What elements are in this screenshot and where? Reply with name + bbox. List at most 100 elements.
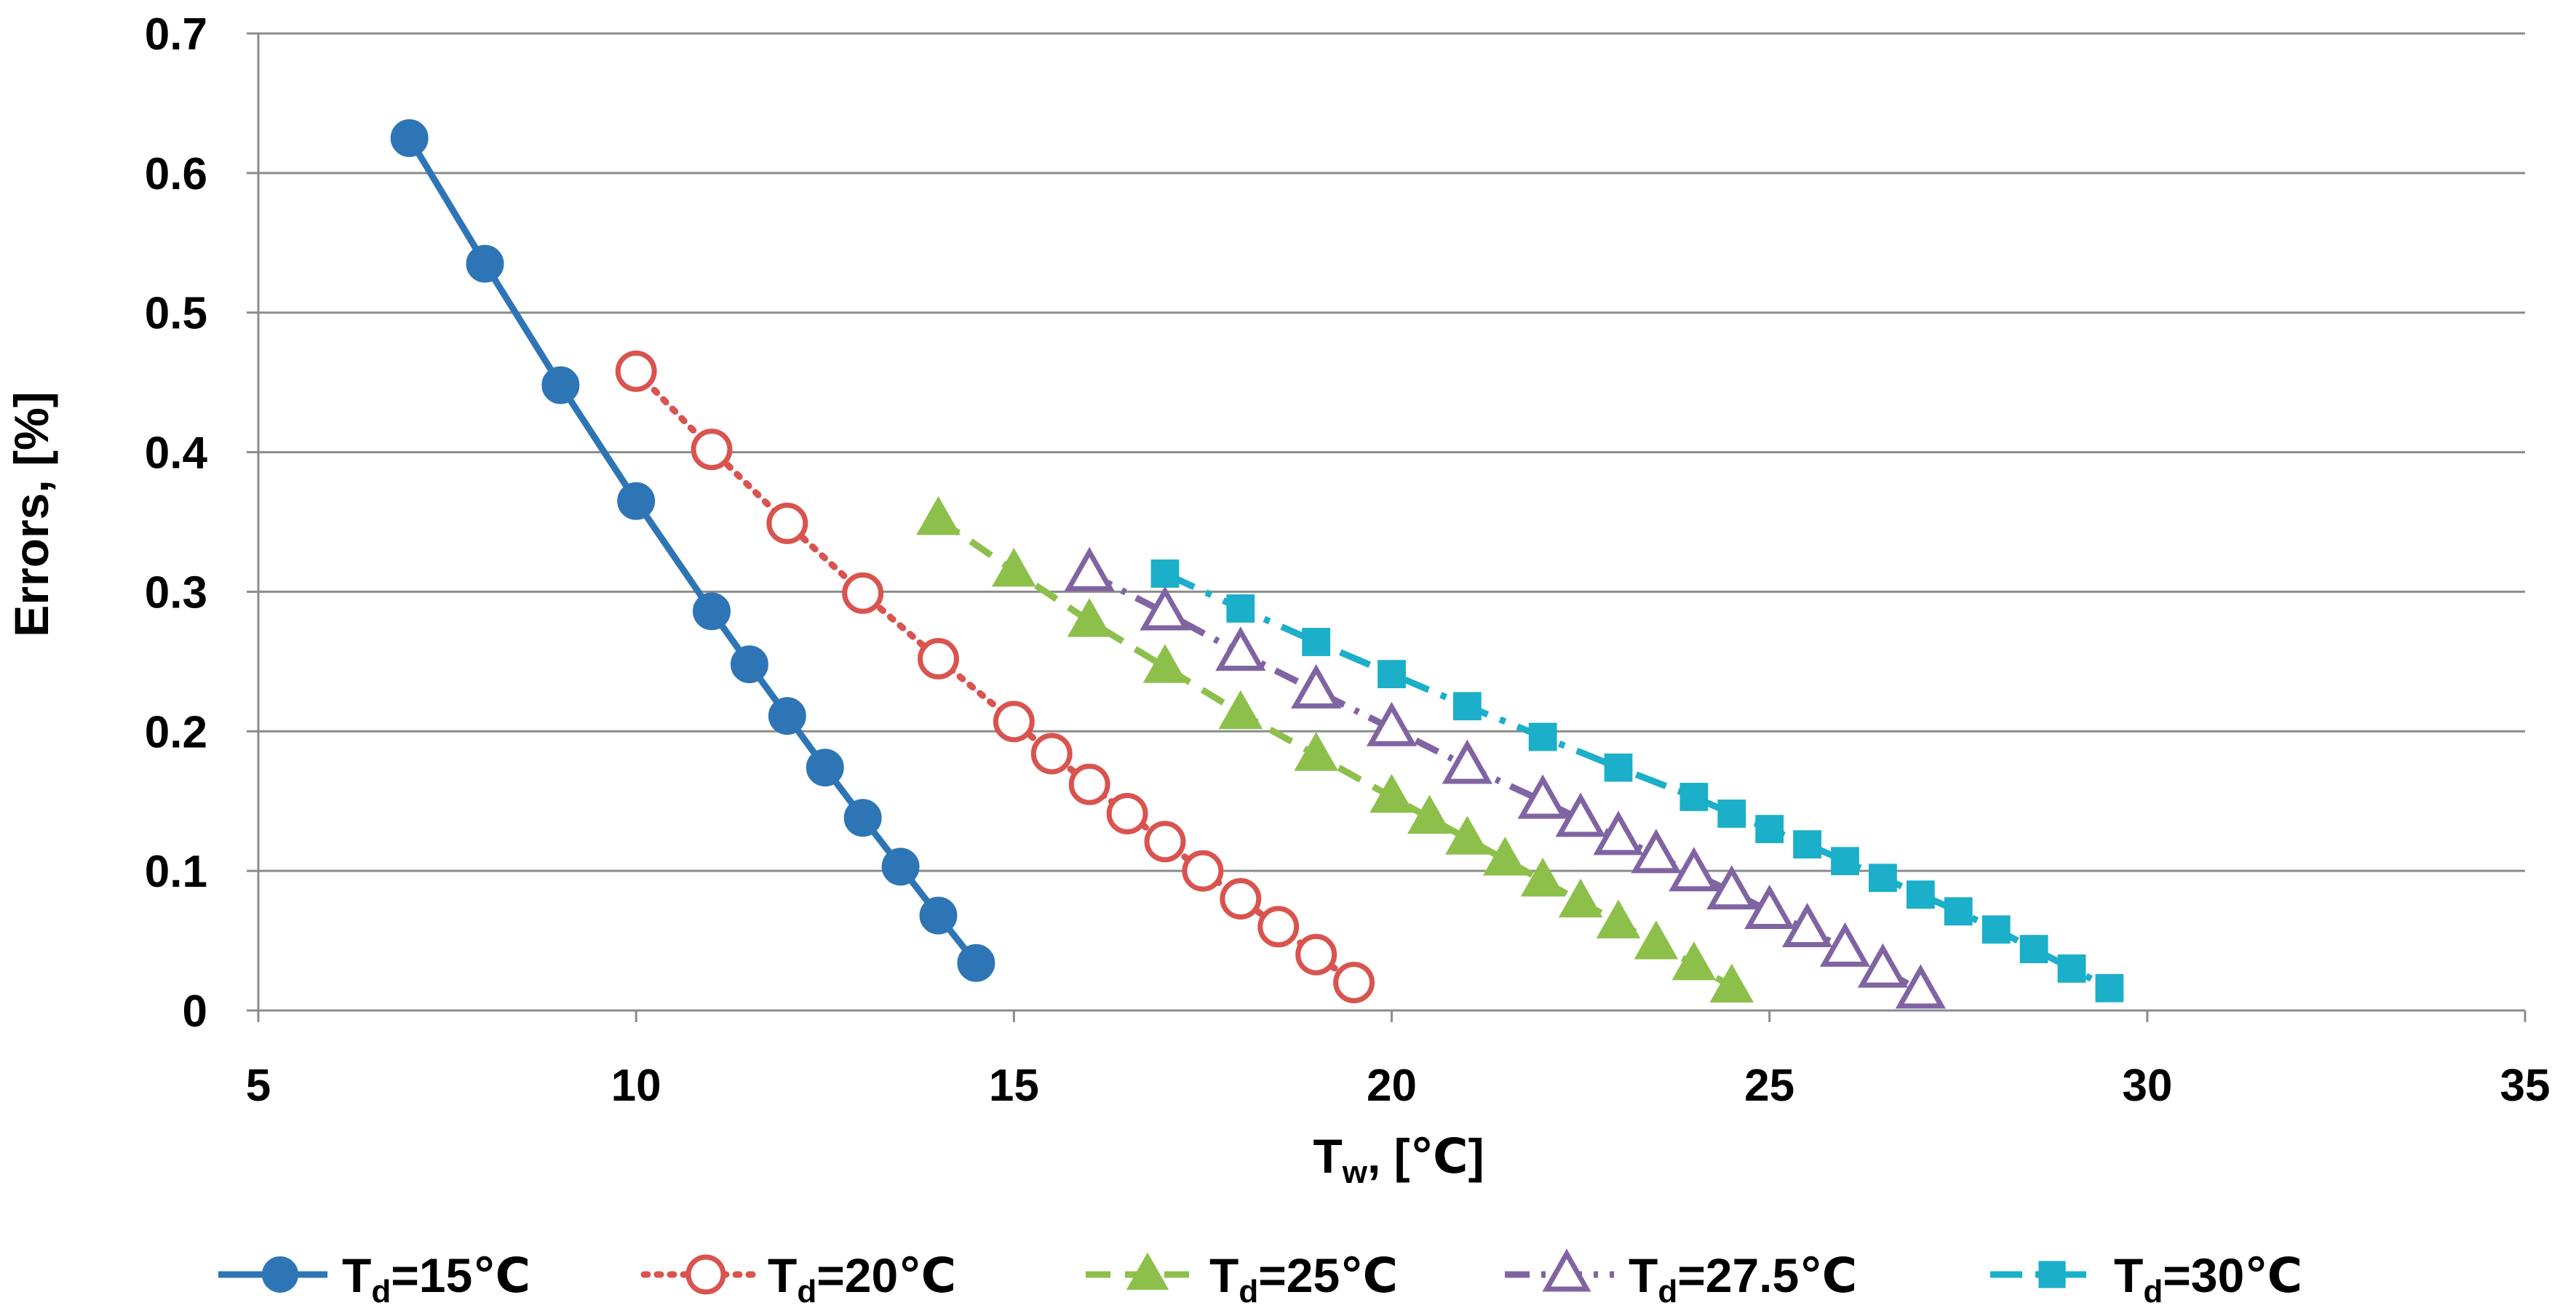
data-point: [1068, 763, 1110, 805]
legend-label-rest: =27.5℃: [1677, 1248, 1857, 1302]
legend-label-main: T: [1209, 1248, 1239, 1302]
legend-label-sub: d: [797, 1274, 816, 1309]
data-point: [1793, 830, 1821, 859]
series-1: [390, 119, 995, 982]
legend-label-sub: d: [1239, 1274, 1258, 1309]
data-point: [2057, 954, 2086, 983]
data-point: [842, 572, 884, 614]
data-point: [957, 944, 995, 982]
legend: Td=15℃ Td=20℃ Td=25℃ Td=27.5℃ Td=30℃: [218, 1248, 2302, 1309]
data-point: [541, 366, 580, 404]
data-point: [466, 244, 504, 283]
data-point: [1370, 773, 1414, 813]
x-tick-label: 5: [246, 1061, 271, 1111]
data-point: [1366, 701, 1418, 746]
x-tick-label: 35: [2500, 1061, 2551, 1111]
data-point: [1781, 902, 1833, 947]
x-tick-label: 10: [611, 1061, 661, 1111]
data-point: [1717, 799, 1746, 828]
data-point: [992, 547, 1036, 587]
data-point: [916, 495, 961, 535]
legend-item: Td=25℃: [1086, 1248, 1398, 1309]
y-tick-label: 0.3: [145, 567, 207, 618]
data-point: [1555, 792, 1606, 837]
data-point: [1220, 878, 1262, 920]
data-point: [1819, 922, 1871, 967]
data-point: [1528, 722, 1557, 751]
data-point: [2095, 973, 2124, 1002]
data-point: [390, 119, 429, 157]
data-point: [1895, 964, 1946, 1009]
y-tick-label: 0.6: [145, 149, 207, 199]
legend-label-main: T: [768, 1248, 797, 1302]
legend-label-main: T: [2114, 1248, 2143, 1302]
data-point: [1140, 586, 1190, 631]
legend-item: Td=15℃: [218, 1248, 530, 1309]
y-tick-label: 0.7: [145, 9, 207, 60]
legend-label: Td=20℃: [768, 1248, 956, 1309]
data-point: [617, 482, 656, 520]
data-point: [1378, 660, 1406, 689]
data-series: [390, 119, 2124, 1009]
data-point: [1981, 915, 2011, 944]
axes: [247, 32, 2527, 1022]
y-tick-label: 0: [183, 986, 207, 1037]
series-2: [615, 350, 1375, 1004]
data-point: [1604, 753, 1633, 782]
data-point: [1226, 594, 1255, 623]
data-point: [1869, 864, 1897, 893]
y-tick-label: 0.4: [145, 428, 208, 479]
data-point: [1669, 847, 1720, 892]
data-point: [1218, 690, 1263, 730]
data-point: [1631, 829, 1682, 874]
series-5: [1150, 559, 2124, 1002]
legend-label: Td=30℃: [2114, 1248, 2302, 1309]
data-point: [1744, 885, 1795, 930]
y-axis-label: Errors, [%]: [4, 391, 58, 637]
data-point: [1442, 739, 1492, 784]
data-point: [766, 502, 808, 544]
legend-label: Td=15℃: [342, 1248, 530, 1309]
data-point: [691, 428, 733, 471]
data-point: [1445, 815, 1490, 855]
series-4: [1064, 546, 1946, 1009]
legend-label-sub: d: [2143, 1274, 2163, 1309]
data-point: [1295, 933, 1337, 976]
data-point: [993, 701, 1035, 743]
data-point: [843, 799, 882, 837]
data-point: [1294, 732, 1338, 771]
legend-label: Td=27.5℃: [1629, 1248, 1857, 1309]
data-point: [1944, 897, 1973, 926]
data-point: [1596, 899, 1641, 938]
x-tick-label: 20: [1367, 1061, 1417, 1111]
legend-label-rest: =15℃: [391, 1248, 530, 1302]
y-tick-label: 0.2: [145, 707, 207, 757]
data-point: [693, 592, 731, 631]
legend-item: Td=30℃: [1990, 1248, 2302, 1309]
y-tick-label: 0.1: [145, 847, 207, 897]
data-point: [730, 645, 768, 684]
legend-label-main: T: [1629, 1248, 1658, 1302]
data-point: [1906, 880, 1935, 909]
x-axis-label-main: T: [1313, 1129, 1342, 1183]
data-point: [1671, 941, 1717, 981]
data-point: [1030, 733, 1073, 775]
x-tick-label: 25: [1744, 1061, 1794, 1111]
legend-label-sub: d: [371, 1274, 391, 1309]
data-point: [1067, 598, 1112, 637]
data-point: [1679, 783, 1709, 811]
legend-marker: [1542, 1248, 1591, 1292]
legend-marker: [1126, 1252, 1169, 1290]
data-point: [768, 697, 806, 735]
legend-marker: [262, 1256, 298, 1293]
data-point: [1150, 559, 1180, 588]
legend-item: Td=20℃: [640, 1248, 956, 1309]
legend-label-rest: =25℃: [1258, 1248, 1398, 1302]
data-point: [615, 350, 657, 392]
legend-marker: [2038, 1261, 2066, 1288]
data-point: [1302, 628, 1331, 656]
x-axis-label: Tw, [℃]: [1313, 1129, 1484, 1190]
x-axis-label-rest: , [℃]: [1367, 1129, 1484, 1183]
legend-label-main: T: [342, 1248, 371, 1302]
